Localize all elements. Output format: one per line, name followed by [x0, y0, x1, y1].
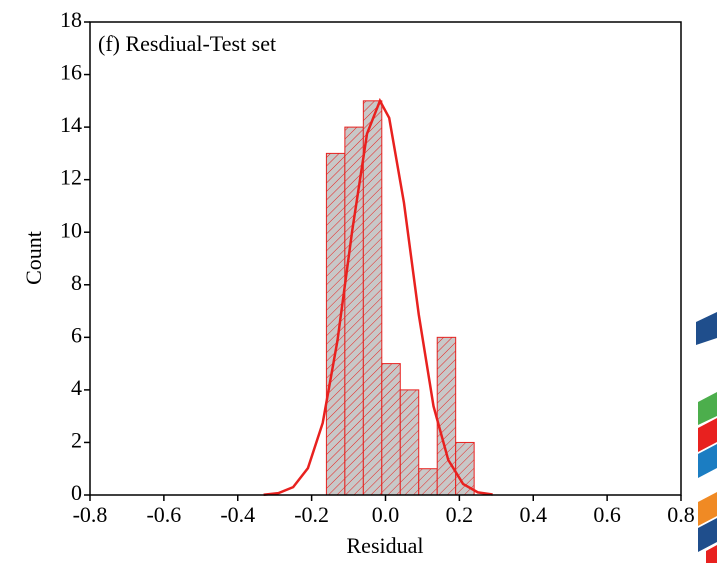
x-tick-label: -0.4 — [220, 502, 255, 527]
fit-curve — [263, 97, 493, 496]
x-tick-label: -0.2 — [294, 502, 329, 527]
bar — [436, 336, 457, 496]
y-tick-label: 16 — [60, 60, 82, 85]
x-axis-label: Residual — [347, 533, 424, 558]
bar — [325, 152, 346, 496]
x-tick-label: 0.6 — [593, 502, 621, 527]
y-tick-label: 18 — [60, 7, 82, 32]
y-axis-label: Count — [21, 231, 46, 285]
decoration — [696, 312, 717, 563]
y-tick-label: 4 — [71, 375, 82, 400]
x-tick-label: 0.8 — [667, 502, 695, 527]
x-tick-label: 0.2 — [446, 502, 474, 527]
y-tick-label: 6 — [71, 322, 82, 347]
x-tick-label: 0.0 — [372, 502, 400, 527]
y-tick-label: 10 — [60, 217, 82, 242]
bar — [455, 441, 475, 496]
y-tick-label: 12 — [60, 165, 82, 190]
x-tick-label: -0.8 — [73, 502, 108, 527]
bar — [381, 363, 401, 496]
y-tick-label: 2 — [71, 427, 82, 452]
x-tick-label: -0.6 — [146, 502, 181, 527]
annotation: (f) Resdiual-Test set — [98, 31, 276, 56]
x-tick-label: 0.4 — [520, 502, 548, 527]
y-tick-label: 8 — [71, 270, 82, 295]
y-tick-label: 14 — [60, 112, 82, 137]
bar — [399, 389, 420, 496]
bar — [362, 100, 383, 496]
y-tick-label: 0 — [71, 480, 82, 505]
bar — [418, 468, 438, 496]
